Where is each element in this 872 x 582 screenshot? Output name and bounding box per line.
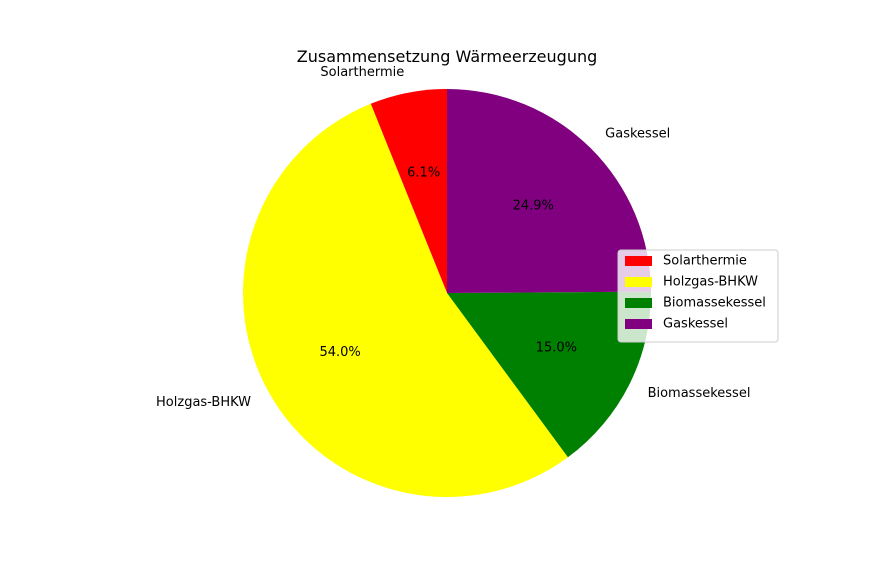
pie-slice-holzgas-bhkw <box>243 103 568 498</box>
pct-label-gaskessel: 24.9% <box>513 199 554 214</box>
pct-label-solarthermie: 6.1% <box>407 165 440 180</box>
legend-label-holzgas-bhkw: Holzgas-BHKW <box>663 275 758 290</box>
slice-label-holzgas-bhkw: Holzgas-BHKW <box>156 395 251 410</box>
legend-label-solarthermie: Solarthermie <box>663 254 747 269</box>
pct-label-holzgas-bhkw: 54.0% <box>319 345 360 360</box>
legend-swatch-gaskessel <box>625 319 652 329</box>
pie-slice-biomassekessel <box>447 291 651 458</box>
slice-label-solarthermie: Solarthermie <box>320 65 404 80</box>
slice-label-gaskessel: Gaskessel <box>605 126 670 141</box>
legend: Solarthermie Holzgas-BHKW Biomassekessel Ga… <box>617 249 779 343</box>
legend-swatch-biomassekessel <box>625 298 652 308</box>
slice-label-biomassekessel: Biomassekessel <box>648 386 751 401</box>
chart-title: Zusammensetzung Wärmeerzeugung <box>297 47 598 66</box>
pie-slice-solarthermie <box>370 89 447 293</box>
legend-swatch-solarthermie <box>625 256 652 266</box>
legend-swatch-holzgas-bhkw <box>625 277 652 287</box>
legend-box <box>617 249 779 343</box>
legend-label-biomassekessel: Biomassekessel <box>663 296 766 311</box>
pct-label-biomassekessel: 15.0% <box>536 340 577 355</box>
pie-slice-gaskessel <box>447 89 651 293</box>
pie-slices <box>243 89 651 498</box>
legend-label-gaskessel: Gaskessel <box>663 317 728 332</box>
slice-labels: Solarthermie 6.1% Holzgas-BHKW 54.0% Biomass… <box>156 65 750 410</box>
